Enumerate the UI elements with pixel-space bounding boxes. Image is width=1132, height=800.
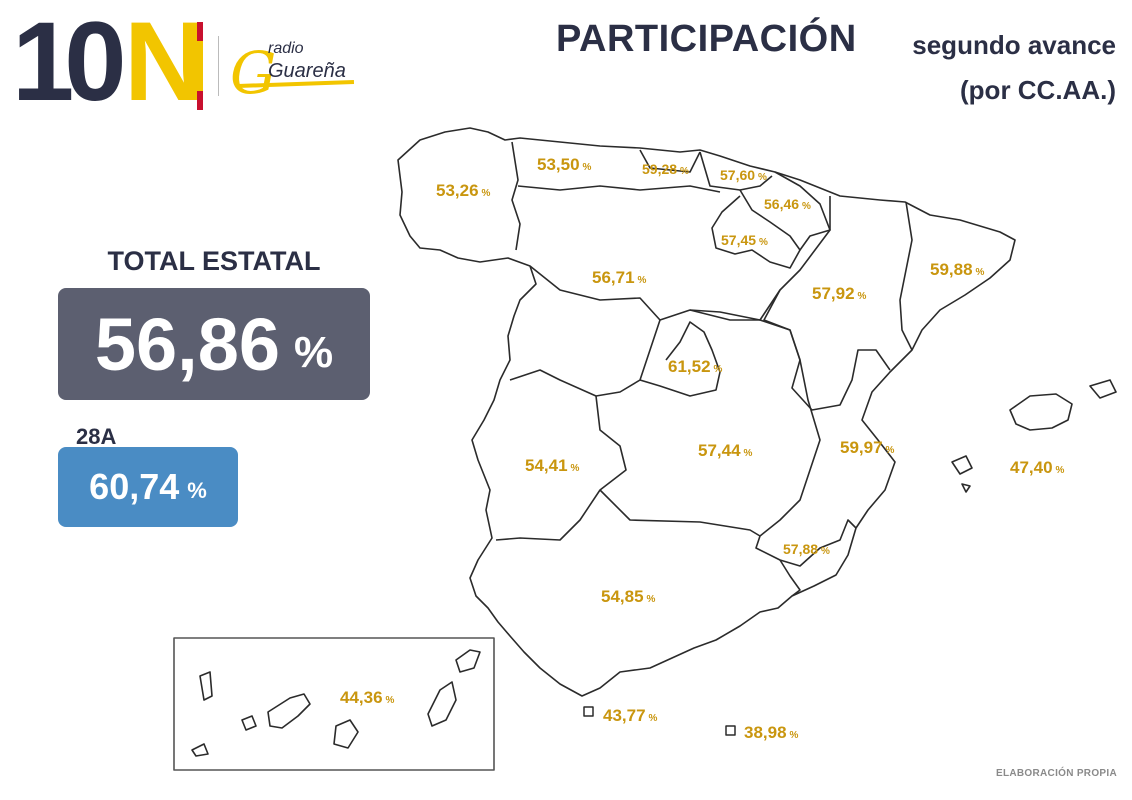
total-unit: % <box>294 328 334 377</box>
melilla-square <box>725 725 736 736</box>
formentera-outline <box>961 483 971 493</box>
value-melilla: 38,98% <box>744 723 799 742</box>
value-asturias: 53,50% <box>537 155 592 174</box>
mainland-outline <box>397 127 1016 697</box>
page-title: PARTICIPACIÓN <box>556 18 857 60</box>
total-box: 56,86 % <box>58 288 370 400</box>
value-valencia: 59,97% <box>840 438 895 457</box>
value-galicia: 53,26% <box>436 181 491 200</box>
radio-word: radio <box>268 40 304 57</box>
ceuta-square <box>583 706 594 717</box>
radio-logo-mark: G <box>230 39 277 107</box>
ibiza-outline <box>951 455 973 475</box>
logo-divider <box>218 36 219 96</box>
value-aragon: 57,92% <box>812 284 867 303</box>
value-pais-vasco: 57,60% <box>720 167 767 183</box>
value-murcia: 57,88% <box>783 541 830 557</box>
value-extremadura: 54,41% <box>525 456 580 475</box>
value-castilla-la-mancha: 57,44% <box>698 441 753 460</box>
logo-number: 10 <box>12 0 127 124</box>
total-value: 56,86 <box>94 302 281 386</box>
subtitle-line2: (por CC.AA.) <box>960 75 1116 105</box>
flag-bar <box>197 22 203 110</box>
source-note: ELABORACIÓN PROPIA <box>996 768 1117 779</box>
previous-box: 60,74 % <box>58 447 238 527</box>
value-ceuta: 43,77% <box>603 706 658 725</box>
mallorca-outline <box>1009 393 1073 431</box>
value-baleares: 47,40% <box>1010 458 1065 477</box>
la-palma-outline <box>199 671 213 701</box>
value-la-rioja: 57,45% <box>721 232 768 248</box>
value-canarias: 44,36% <box>340 688 395 707</box>
menorca-outline <box>1089 379 1117 399</box>
value-castilla-leon: 56,71% <box>592 268 647 287</box>
el-hierro-outline <box>191 743 209 757</box>
value-andalucia: 54,85% <box>601 587 656 606</box>
value-cataluna: 59,88% <box>930 260 985 279</box>
previous-value: 60,74 <box>89 466 180 507</box>
fuerteventura-outline <box>427 681 457 727</box>
logo-letter: N <box>124 0 205 124</box>
la-gomera-outline <box>241 715 257 731</box>
tenerife-outline <box>267 693 311 729</box>
canary-inset-box <box>173 637 495 771</box>
subtitle-line1: segundo avance <box>912 30 1116 60</box>
total-label: TOTAL ESTATAL <box>107 246 321 276</box>
previous-unit: % <box>187 478 207 503</box>
value-madrid: 61,52% <box>668 357 723 376</box>
value-cantabria: 59,28% <box>642 161 689 177</box>
gran-canaria-outline <box>333 719 359 749</box>
lanzarote-outline <box>455 649 481 673</box>
value-navarra: 56,46% <box>764 196 811 212</box>
radio-name: Guareña <box>268 60 346 82</box>
previous-label: 28A <box>76 424 117 449</box>
